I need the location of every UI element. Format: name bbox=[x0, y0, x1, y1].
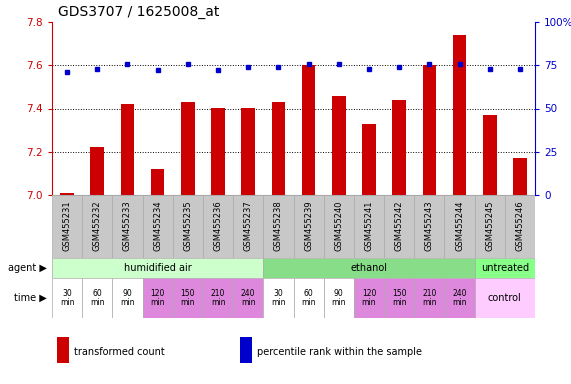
Bar bbox=[384, 195, 414, 258]
Bar bbox=[52, 195, 82, 258]
Text: GSM455234: GSM455234 bbox=[153, 200, 162, 251]
Text: GSM455236: GSM455236 bbox=[214, 200, 223, 251]
Bar bbox=[61, 193, 74, 195]
Text: GSM455235: GSM455235 bbox=[183, 200, 192, 251]
Bar bbox=[384, 278, 414, 318]
Text: GSM455233: GSM455233 bbox=[123, 200, 132, 251]
Bar bbox=[52, 258, 263, 278]
Bar bbox=[483, 115, 497, 195]
Text: 90
min: 90 min bbox=[120, 289, 135, 307]
Bar bbox=[475, 258, 535, 278]
Text: GSM455231: GSM455231 bbox=[63, 200, 71, 251]
Bar bbox=[240, 337, 252, 363]
Text: 30
min: 30 min bbox=[271, 289, 286, 307]
Text: GSM455238: GSM455238 bbox=[274, 200, 283, 251]
Bar bbox=[151, 169, 164, 195]
Bar bbox=[414, 195, 444, 258]
Text: untreated: untreated bbox=[481, 263, 529, 273]
Bar bbox=[57, 337, 69, 363]
Bar bbox=[362, 124, 376, 195]
Bar bbox=[423, 65, 436, 195]
Text: 60
min: 60 min bbox=[301, 289, 316, 307]
Text: 240
min: 240 min bbox=[241, 289, 255, 307]
Bar bbox=[263, 195, 293, 258]
Text: GSM455242: GSM455242 bbox=[395, 200, 404, 250]
Bar bbox=[143, 195, 173, 258]
Bar bbox=[263, 278, 293, 318]
Bar bbox=[112, 195, 143, 258]
Text: 210
min: 210 min bbox=[422, 289, 437, 307]
Text: control: control bbox=[488, 293, 522, 303]
Text: ethanol: ethanol bbox=[351, 263, 388, 273]
Text: agent ▶: agent ▶ bbox=[8, 263, 47, 273]
Bar bbox=[233, 278, 263, 318]
Bar bbox=[354, 195, 384, 258]
Text: GSM455237: GSM455237 bbox=[244, 200, 253, 251]
Text: 60
min: 60 min bbox=[90, 289, 104, 307]
Bar bbox=[505, 195, 535, 258]
Bar bbox=[173, 195, 203, 258]
Bar bbox=[414, 278, 444, 318]
Bar bbox=[444, 195, 475, 258]
Bar bbox=[475, 195, 505, 258]
Text: GSM455241: GSM455241 bbox=[364, 200, 373, 250]
Bar bbox=[392, 100, 406, 195]
Bar bbox=[272, 102, 285, 195]
Bar bbox=[263, 258, 475, 278]
Bar bbox=[233, 195, 263, 258]
Text: GSM455239: GSM455239 bbox=[304, 200, 313, 251]
Bar bbox=[293, 278, 324, 318]
Text: 210
min: 210 min bbox=[211, 289, 226, 307]
Text: GSM455244: GSM455244 bbox=[455, 200, 464, 250]
Bar bbox=[242, 109, 255, 195]
Text: 150
min: 150 min bbox=[180, 289, 195, 307]
Text: 90
min: 90 min bbox=[332, 289, 346, 307]
Bar bbox=[173, 278, 203, 318]
Bar bbox=[453, 35, 467, 195]
Bar bbox=[324, 195, 354, 258]
Text: 120
min: 120 min bbox=[361, 289, 376, 307]
Text: transformed count: transformed count bbox=[74, 346, 164, 357]
Bar bbox=[203, 195, 233, 258]
Text: percentile rank within the sample: percentile rank within the sample bbox=[258, 346, 423, 357]
Bar bbox=[302, 65, 315, 195]
Bar bbox=[82, 195, 112, 258]
Bar bbox=[354, 278, 384, 318]
Text: 240
min: 240 min bbox=[452, 289, 467, 307]
Text: time ▶: time ▶ bbox=[14, 293, 47, 303]
Bar bbox=[513, 158, 526, 195]
Bar bbox=[52, 278, 82, 318]
Bar bbox=[475, 278, 535, 318]
Text: GSM455243: GSM455243 bbox=[425, 200, 434, 251]
Bar bbox=[143, 278, 173, 318]
Text: GSM455245: GSM455245 bbox=[485, 200, 494, 250]
Text: humidified air: humidified air bbox=[124, 263, 191, 273]
Bar bbox=[120, 104, 134, 195]
Bar bbox=[444, 278, 475, 318]
Bar bbox=[90, 147, 104, 195]
Bar bbox=[181, 102, 195, 195]
Bar bbox=[293, 195, 324, 258]
Bar bbox=[332, 96, 345, 195]
Bar bbox=[211, 109, 225, 195]
Text: GDS3707 / 1625008_at: GDS3707 / 1625008_at bbox=[58, 5, 219, 19]
Text: GSM455232: GSM455232 bbox=[93, 200, 102, 251]
Bar bbox=[82, 278, 112, 318]
Text: 120
min: 120 min bbox=[150, 289, 165, 307]
Bar bbox=[203, 278, 233, 318]
Text: 150
min: 150 min bbox=[392, 289, 407, 307]
Text: GSM455240: GSM455240 bbox=[334, 200, 343, 250]
Bar bbox=[112, 278, 143, 318]
Bar bbox=[324, 278, 354, 318]
Text: GSM455246: GSM455246 bbox=[516, 200, 524, 251]
Text: 30
min: 30 min bbox=[60, 289, 74, 307]
